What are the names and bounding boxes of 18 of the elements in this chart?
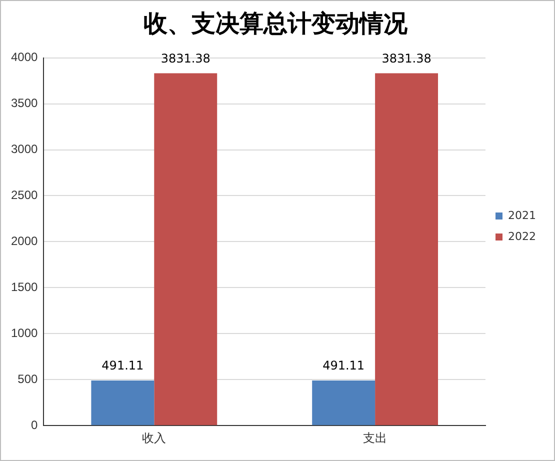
legend-label: 2021 bbox=[508, 208, 536, 222]
y-tick-label: 1000 bbox=[10, 326, 38, 340]
y-tick-label: 0 bbox=[31, 418, 38, 432]
data-label: 491.11 bbox=[102, 358, 144, 373]
data-label: 3831.38 bbox=[160, 51, 210, 66]
y-tick-label: 3000 bbox=[10, 142, 38, 156]
x-tick-label: 支出 bbox=[363, 431, 388, 446]
y-tick-label: 500 bbox=[18, 372, 38, 386]
y-tick-label: 4000 bbox=[10, 50, 38, 64]
x-tick-label: 收入 bbox=[142, 431, 166, 446]
data-label: 3831.38 bbox=[382, 51, 432, 66]
chart-title: 收、支决算总计变动情况 bbox=[144, 8, 408, 38]
data-label: 491.11 bbox=[322, 358, 365, 373]
y-tick-label: 3500 bbox=[10, 96, 38, 110]
y-tick-label: 1500 bbox=[10, 280, 38, 294]
legend-label: 2022 bbox=[508, 230, 536, 243]
y-tick-label: 2500 bbox=[10, 188, 38, 202]
y-tick-label: 2000 bbox=[10, 234, 38, 248]
